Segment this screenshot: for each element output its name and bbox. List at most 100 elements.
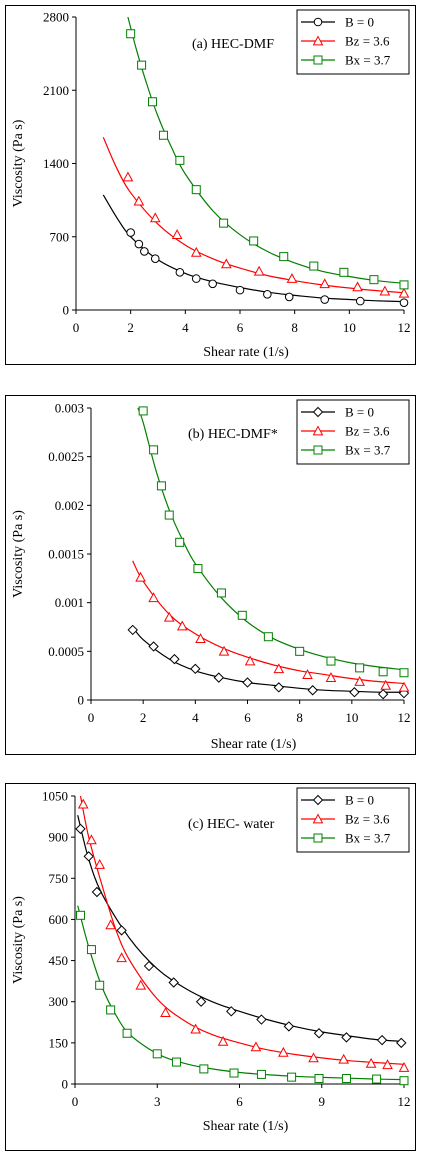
data-point [295,646,305,656]
y-tick-label: 0 [63,303,70,318]
data-point [148,592,159,603]
y-tick-label: 0.0025 [48,449,84,464]
legend-marker [312,406,324,418]
chart-frame [5,783,416,1151]
data-point [143,960,155,972]
y-tick-label: 2100 [43,83,69,98]
data-point [309,261,319,271]
y-tick-label: 600 [49,912,69,927]
y-tick-label: 900 [49,830,69,845]
data-point [354,675,365,686]
data-point [355,663,365,673]
series-triangle [102,137,410,298]
data-point [77,798,89,809]
x-tick-label: 12 [398,710,411,725]
data-point [341,1032,352,1043]
data-point [133,195,145,206]
series-diamond [127,624,410,700]
data-point [399,1076,409,1086]
data-point [191,274,201,283]
data-point [256,1069,266,1079]
data-point [190,246,202,257]
data-point [195,996,207,1007]
data-point [256,1014,267,1025]
data-point [175,537,185,547]
data-point [126,29,136,39]
legend-marker [312,35,324,46]
data-point [126,228,135,237]
data-point [302,669,313,680]
data-point [169,653,180,665]
data-point [226,1006,237,1017]
data-point [86,834,97,845]
fit-line [132,560,405,685]
chart-title: (c) HEC- water [188,817,275,832]
series-diamond [75,815,407,1049]
x-axis-label: Shear rate (1/s) [203,1119,289,1134]
data-point [307,685,318,696]
x-tick-label: 12 [398,320,411,335]
legend-entry: B = 0 [345,405,374,420]
data-point [220,258,232,269]
data-point [284,292,294,302]
legend-marker [313,17,323,27]
data-point [377,688,389,700]
data-point [135,571,146,582]
x-tick-label: 9 [319,1094,326,1109]
data-point [175,268,185,277]
data-point [326,656,336,666]
legend-entry: Bx = 3.7 [345,443,391,458]
data-point [380,679,392,690]
y-tick-label: 0 [62,1077,69,1092]
data-point [378,667,388,677]
data-point [244,655,256,666]
legend-entry: Bz = 3.6 [345,812,390,827]
data-point [286,273,298,283]
legend: B = 0 Bz = 3.6 Bx = 3.7 [296,399,410,465]
data-point [341,1074,351,1084]
series-triangle [132,560,410,692]
data-point [122,171,134,182]
data-point [319,278,331,289]
fit-line [137,407,405,671]
data-point [105,919,116,930]
data-point [376,1034,388,1046]
data-point [149,212,161,223]
legend-entry: Bz = 3.6 [345,34,390,49]
data-point [372,1074,382,1084]
legend: B = 0 Bz = 3.6 Bx = 3.7 [296,787,410,853]
data-point [168,977,179,988]
data-point [190,1023,201,1034]
data-point [122,1028,132,1038]
series-triangle [77,795,410,1072]
data-point [148,97,158,107]
data-point [156,481,166,491]
y-tick-label: 0.002 [55,498,84,513]
legend: B = 0 Bz = 3.6 Bx = 3.7 [296,9,410,75]
data-point [273,663,285,674]
data-point [242,677,253,688]
y-tick-label: 150 [49,1035,69,1050]
data-point [325,672,337,682]
y-tick-label: 0.003 [55,401,84,416]
data-point [287,1072,297,1082]
data-point [176,620,188,631]
data-point [218,645,230,656]
chart-svg: 0 3 6 9 12 0 150 300 450 600 750 900 1050 Shear rate … [5,783,416,1151]
data-point [91,886,103,898]
data-point [279,252,289,262]
y-tick-label: 450 [49,953,69,968]
data-point [95,980,105,990]
data-point [217,1035,229,1046]
y-tick-label: 0.001 [55,595,84,610]
data-point [160,1007,171,1018]
data-point [349,687,360,698]
data-point [135,979,147,990]
x-tick-label: 2 [140,710,147,725]
data-point [278,1046,289,1057]
fit-line [102,137,405,294]
data-point [75,823,86,835]
data-point [138,406,148,416]
data-point [398,681,410,692]
chart-frame [5,395,416,755]
